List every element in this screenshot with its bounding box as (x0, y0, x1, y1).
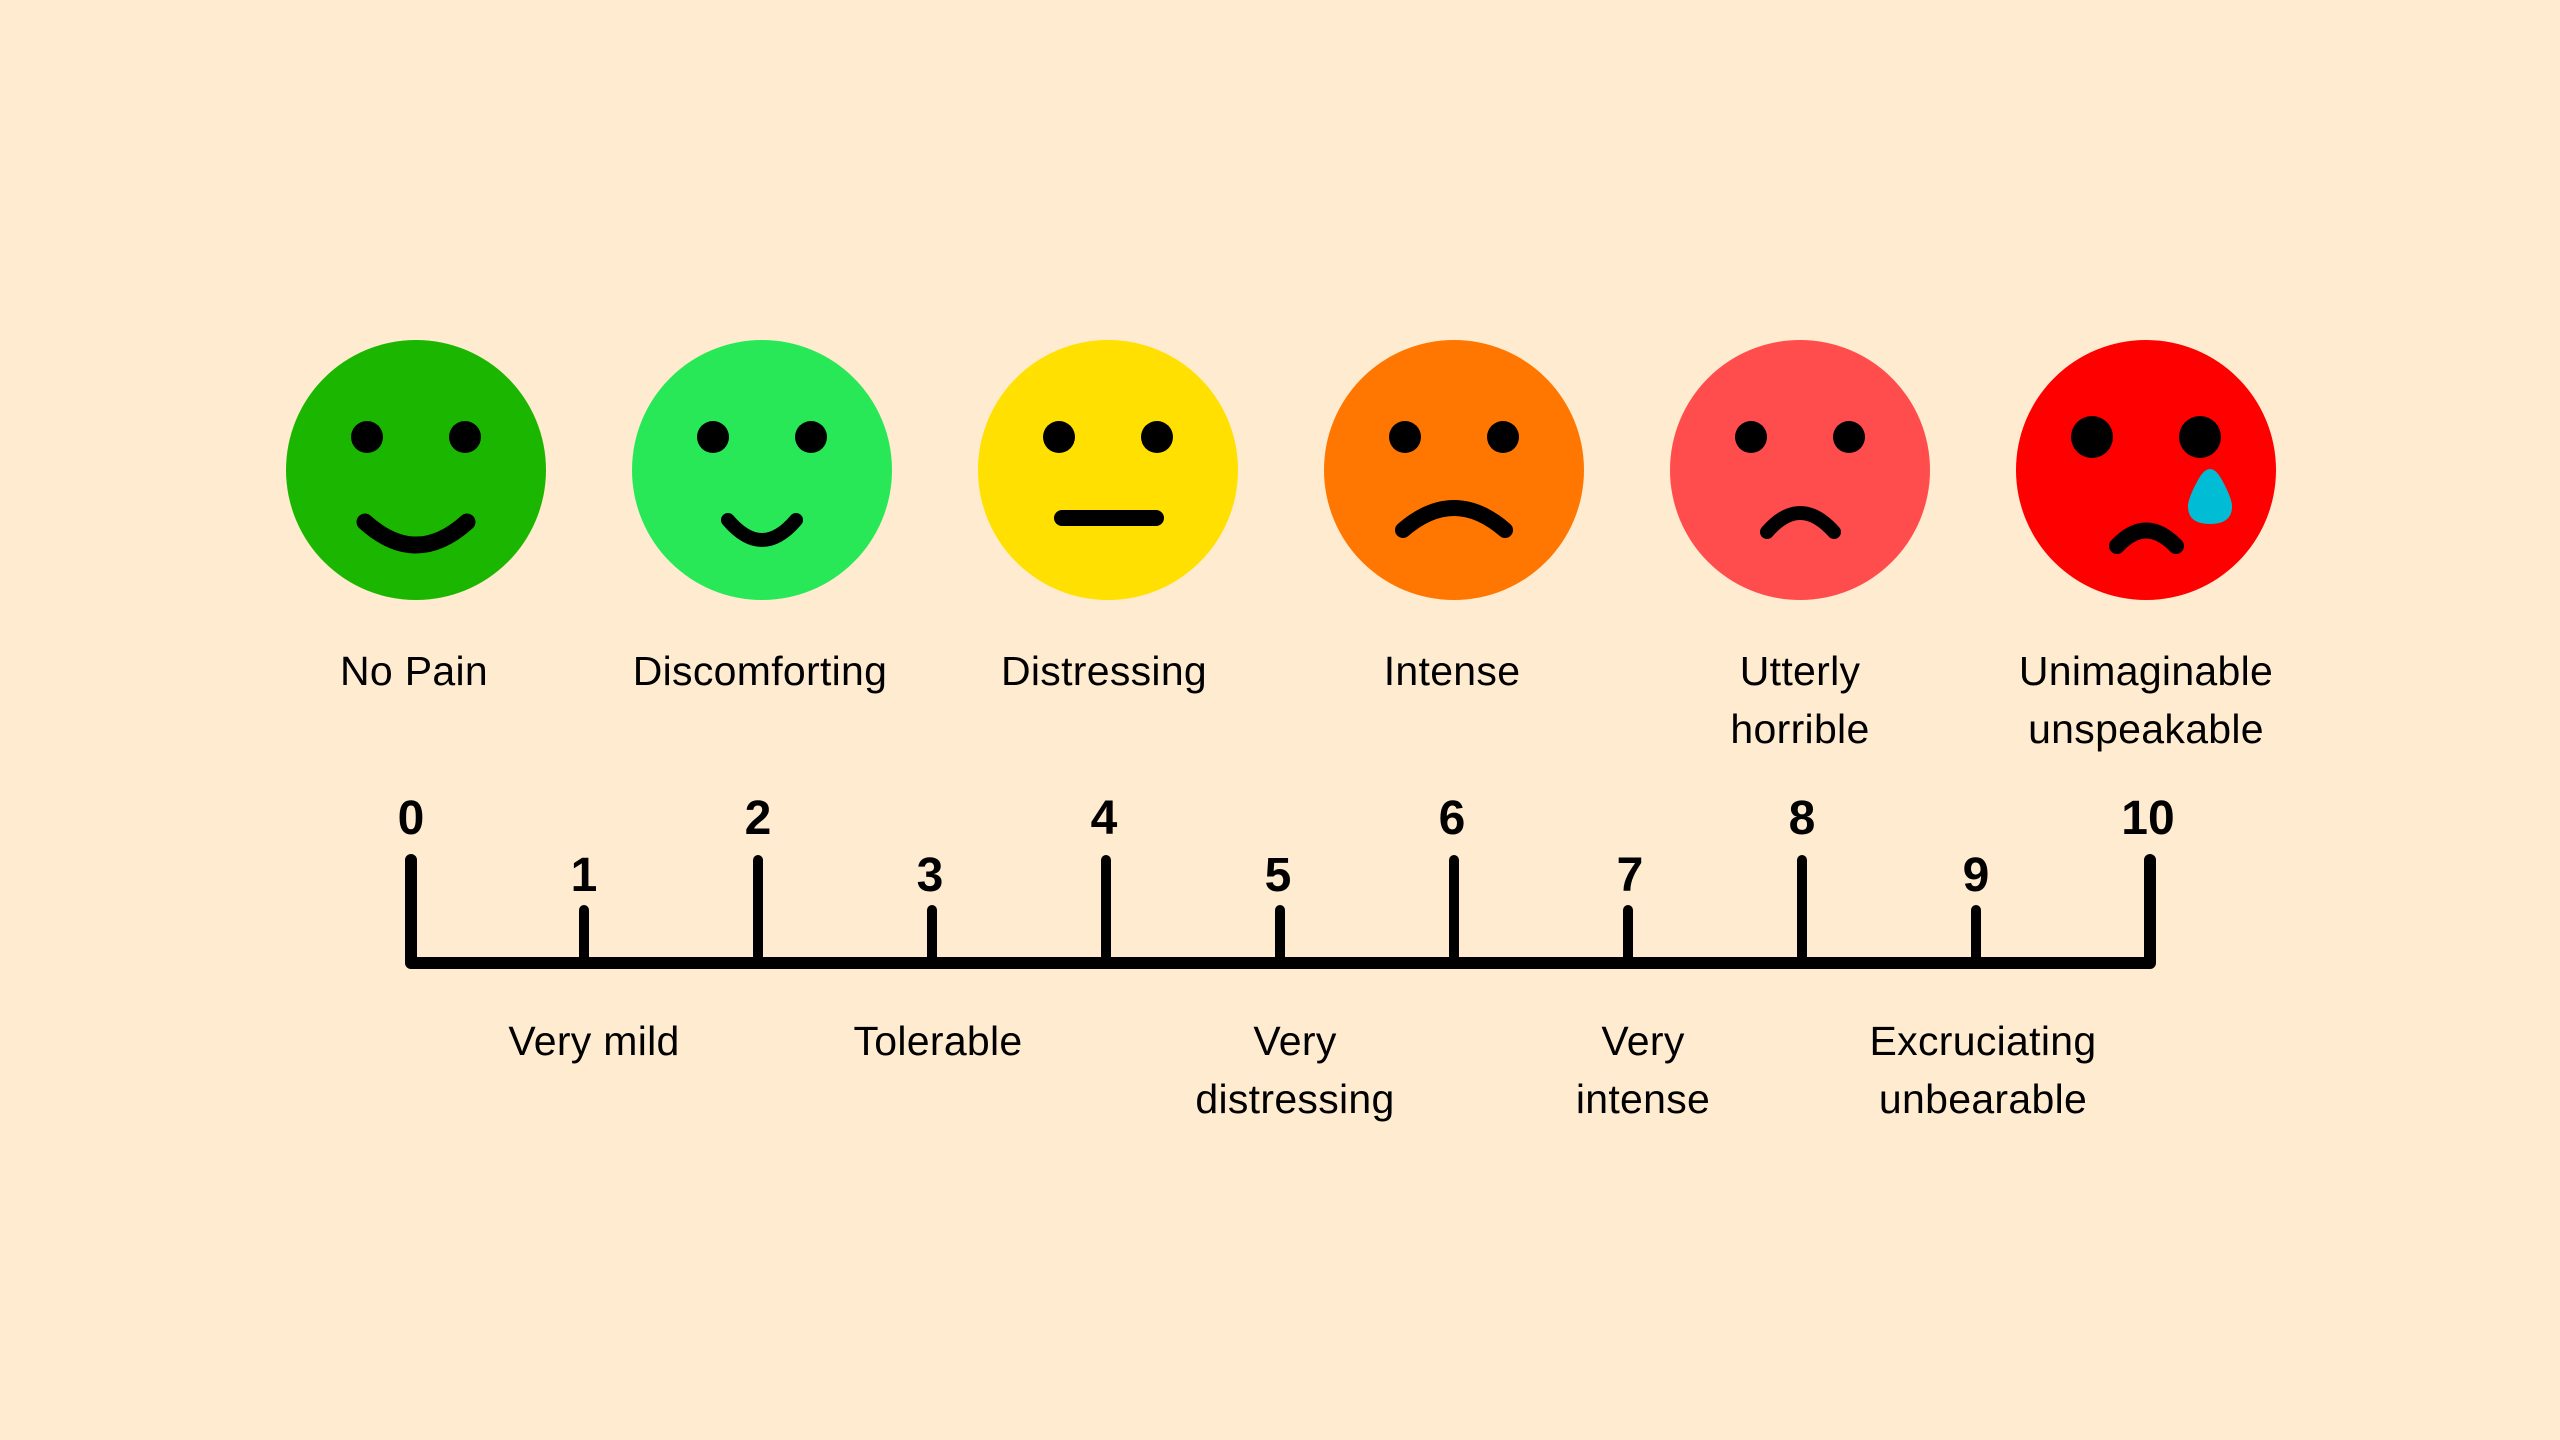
descriptor-very-distressing: Very distressing (1095, 1012, 1495, 1128)
tick-label-0: 0 (397, 792, 425, 845)
tick-label-2: 2 (744, 792, 772, 845)
label-line: intense (1575, 1076, 1711, 1122)
tear-drop-icon (2187, 469, 2233, 524)
label-line: Tolerable (853, 1018, 1023, 1064)
label-line: Distressing (1000, 648, 1208, 694)
label-line: Intense (1383, 648, 1521, 694)
face-utterly-horrible-icon (1670, 340, 1930, 600)
tick-label-9: 9 (1962, 849, 1990, 902)
face-label-distressing: Distressing (904, 642, 1304, 700)
label-line: No Pain (340, 648, 488, 694)
face-intense-icon (1324, 340, 1584, 600)
tick-label-4: 4 (1090, 792, 1118, 845)
face-discomforting-icon (632, 340, 892, 600)
label-line: unspeakable (2028, 706, 2264, 752)
tick-label-6: 6 (1438, 792, 1466, 845)
face-label-utterly-horrible: Utterly horrible (1600, 642, 2000, 758)
tick-label-3: 3 (916, 849, 944, 902)
face-unimaginable-icon (2016, 340, 2276, 600)
label-line: Very (1253, 1018, 1337, 1064)
descriptor-tolerable: Tolerable (738, 1012, 1138, 1070)
label-line: Excruciating (1869, 1018, 2097, 1064)
label-line: Very mild (508, 1018, 680, 1064)
tick-label-8: 8 (1788, 792, 1816, 845)
descriptor-excruciating-unbearable: Excruciating unbearable (1783, 1012, 2183, 1128)
label-line: distressing (1195, 1076, 1395, 1122)
tick-label-5: 5 (1264, 849, 1292, 902)
label-line: Utterly (1739, 648, 1861, 694)
face-label-discomforting: Discomforting (560, 642, 960, 700)
face-label-intense: Intense (1252, 642, 1652, 700)
pain-scale-axis (405, 854, 2156, 969)
tick-label-1: 1 (570, 849, 598, 902)
label-line: Discomforting (632, 648, 888, 694)
face-label-no-pain: No Pain (214, 642, 614, 700)
face-no-pain-icon (286, 340, 546, 600)
label-line: Very (1601, 1018, 1685, 1064)
descriptor-very-mild: Very mild (394, 1012, 794, 1070)
label-line: Unimaginable (2018, 648, 2274, 694)
face-distressing-icon (978, 340, 1238, 600)
descriptor-very-intense: Very intense (1443, 1012, 1843, 1128)
tick-label-10: 10 (2121, 792, 2175, 845)
label-line: horrible (1730, 706, 1870, 752)
face-label-unimaginable: Unimaginable unspeakable (1946, 642, 2346, 758)
tick-label-7: 7 (1616, 849, 1644, 902)
label-line: unbearable (1878, 1076, 2088, 1122)
